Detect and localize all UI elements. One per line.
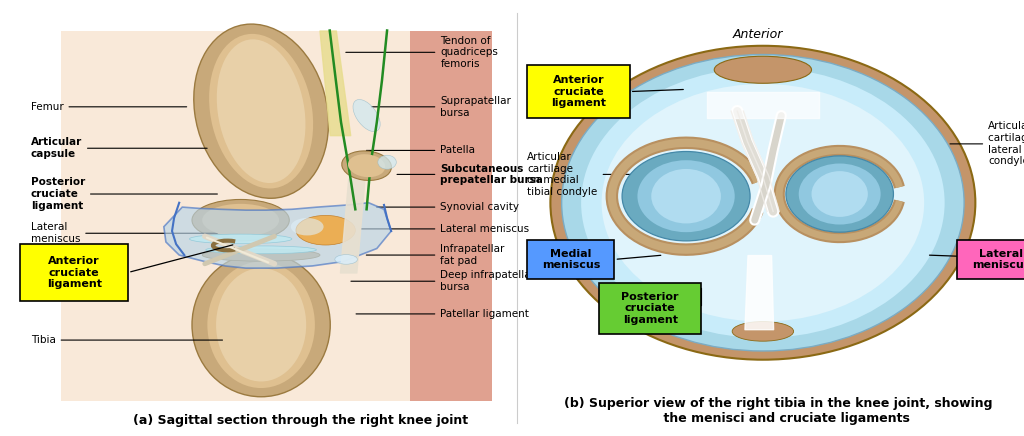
Ellipse shape [348,154,385,177]
Text: Anterior
cruciate
ligament: Anterior cruciate ligament [47,256,101,289]
Text: (b) Superior view of the right tibia in the knee joint, showing
    the menisci : (b) Superior view of the right tibia in … [564,397,992,425]
Text: Posterior
cruciate
ligament: Posterior cruciate ligament [622,292,679,325]
Ellipse shape [651,169,721,223]
Ellipse shape [714,56,811,83]
Polygon shape [61,31,492,401]
Text: Deep infrapatellar
bursa: Deep infrapatellar bursa [351,270,536,292]
Ellipse shape [786,156,893,232]
Text: Medial
meniscus: Medial meniscus [542,249,600,270]
Ellipse shape [378,155,396,169]
Text: Lateral meniscus: Lateral meniscus [361,224,529,234]
Ellipse shape [207,262,315,388]
Polygon shape [410,31,492,401]
Ellipse shape [582,68,944,338]
Text: Tendon of
quadriceps
femoris: Tendon of quadriceps femoris [346,36,499,69]
Text: Synovial cavity: Synovial cavity [377,202,519,212]
Ellipse shape [291,218,324,235]
Text: Suprapatellar
bursa: Suprapatellar bursa [372,96,511,118]
Ellipse shape [602,84,924,321]
Ellipse shape [203,249,319,261]
Ellipse shape [353,99,380,132]
Ellipse shape [202,204,279,236]
Ellipse shape [799,164,881,225]
Ellipse shape [335,255,357,264]
Ellipse shape [732,322,794,341]
Ellipse shape [561,54,965,351]
FancyBboxPatch shape [599,283,701,334]
Ellipse shape [193,200,289,241]
Text: Lateral
meniscus: Lateral meniscus [31,222,217,244]
Ellipse shape [206,246,316,254]
FancyBboxPatch shape [527,65,630,118]
Ellipse shape [342,151,391,181]
Ellipse shape [217,39,305,183]
Ellipse shape [811,171,867,217]
Text: Femur: Femur [31,102,186,112]
Text: Tibia: Tibia [31,335,222,345]
Text: Anterior: Anterior [732,28,783,41]
Polygon shape [164,203,391,268]
Ellipse shape [216,268,306,382]
Text: Infrapatellar
fat pad: Infrapatellar fat pad [367,244,505,266]
Ellipse shape [296,215,355,245]
Text: Patellar ligament: Patellar ligament [356,309,529,319]
Text: Patella: Patella [367,146,475,155]
Text: Lateral
meniscus: Lateral meniscus [972,249,1024,270]
Ellipse shape [189,234,292,244]
Text: (a) Sagittal section through the right knee joint: (a) Sagittal section through the right k… [133,414,468,427]
Ellipse shape [193,253,330,397]
Text: Anterior
cruciate
ligament: Anterior cruciate ligament [551,75,606,108]
Text: Subcutaneous
prepatellar bursa: Subcutaneous prepatellar bursa [397,164,543,185]
Ellipse shape [623,151,750,241]
Ellipse shape [637,160,735,232]
Text: Articular
cartilage on
lateral tibial
condyle: Articular cartilage on lateral tibial co… [950,122,1024,166]
FancyBboxPatch shape [527,240,614,279]
Text: Articular
cartilage
on medial
tibial condyle: Articular cartilage on medial tibial con… [527,152,652,197]
Ellipse shape [209,34,313,188]
Ellipse shape [194,24,329,198]
FancyBboxPatch shape [20,244,128,301]
Text: Posterior
cruciate
ligament: Posterior cruciate ligament [31,177,217,211]
Ellipse shape [551,46,975,360]
Text: Articular
capsule: Articular capsule [31,137,207,159]
FancyBboxPatch shape [957,240,1024,279]
